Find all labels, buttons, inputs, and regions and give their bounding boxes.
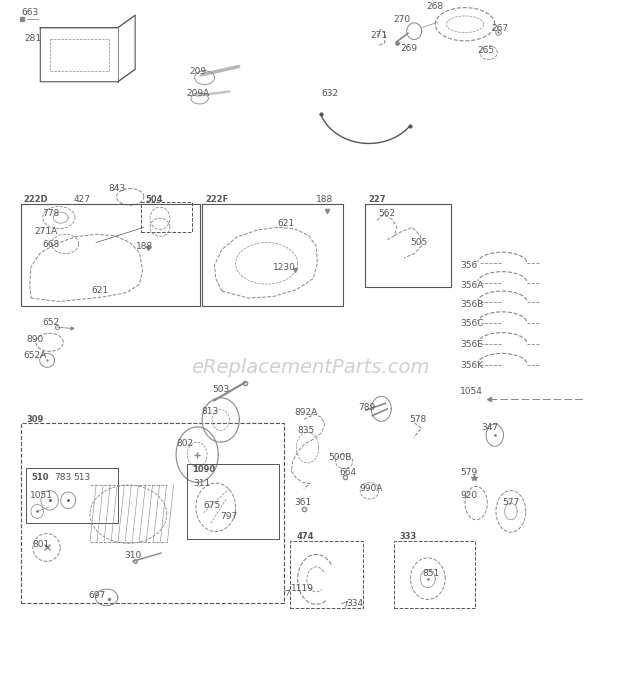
Text: 652: 652 bbox=[42, 318, 60, 327]
Text: 309: 309 bbox=[26, 415, 43, 424]
Text: 578: 578 bbox=[409, 415, 427, 424]
Text: 562: 562 bbox=[378, 209, 396, 218]
Text: 577: 577 bbox=[502, 498, 520, 507]
Text: 579: 579 bbox=[460, 468, 477, 477]
Text: 632: 632 bbox=[321, 89, 339, 98]
Text: 227: 227 bbox=[368, 195, 386, 204]
Text: 892A: 892A bbox=[294, 408, 317, 417]
Text: 334: 334 bbox=[346, 599, 363, 608]
Text: 427: 427 bbox=[73, 195, 90, 204]
Text: 271A: 271A bbox=[34, 227, 57, 236]
Text: 209: 209 bbox=[189, 67, 206, 76]
Text: 504: 504 bbox=[146, 195, 163, 204]
Text: 311: 311 bbox=[193, 479, 211, 488]
Text: 890: 890 bbox=[26, 335, 43, 344]
Text: 271: 271 bbox=[371, 31, 388, 40]
Text: 668: 668 bbox=[42, 240, 60, 249]
Text: 851: 851 bbox=[423, 569, 440, 578]
Text: 663: 663 bbox=[22, 8, 39, 17]
Text: 835: 835 bbox=[298, 426, 315, 435]
Text: 802: 802 bbox=[177, 439, 194, 448]
Text: 188: 188 bbox=[316, 195, 334, 204]
Text: 503: 503 bbox=[212, 385, 229, 394]
Text: 843: 843 bbox=[108, 184, 126, 193]
Text: 1230: 1230 bbox=[273, 263, 296, 272]
Text: eReplacementParts.com: eReplacementParts.com bbox=[191, 358, 429, 377]
Text: 778: 778 bbox=[42, 209, 60, 218]
Text: 1051: 1051 bbox=[30, 491, 53, 500]
Text: 474: 474 bbox=[296, 532, 314, 541]
Text: 356B: 356B bbox=[460, 300, 484, 309]
Text: 265: 265 bbox=[477, 46, 495, 55]
Text: 664: 664 bbox=[340, 468, 357, 477]
Text: 270: 270 bbox=[394, 15, 411, 24]
Text: 356A: 356A bbox=[460, 281, 484, 290]
Text: 269: 269 bbox=[400, 44, 417, 53]
Text: 361: 361 bbox=[294, 498, 311, 507]
Text: 356E: 356E bbox=[460, 340, 483, 349]
Text: 500B: 500B bbox=[329, 453, 352, 462]
Text: 1119: 1119 bbox=[291, 584, 314, 593]
Text: 920: 920 bbox=[460, 491, 477, 500]
Text: 697: 697 bbox=[88, 591, 105, 600]
Text: 188: 188 bbox=[136, 242, 154, 251]
Text: 356: 356 bbox=[460, 261, 477, 270]
Text: 801: 801 bbox=[32, 540, 50, 549]
Text: 813: 813 bbox=[202, 407, 219, 416]
Text: 510: 510 bbox=[31, 473, 48, 482]
Text: 209A: 209A bbox=[186, 89, 210, 98]
Text: 621: 621 bbox=[92, 286, 109, 295]
Text: 347: 347 bbox=[481, 423, 498, 432]
Text: 222D: 222D bbox=[24, 195, 48, 204]
Text: 333: 333 bbox=[399, 532, 417, 541]
Text: 652A: 652A bbox=[24, 351, 47, 360]
Text: 267: 267 bbox=[491, 24, 508, 33]
Text: 281: 281 bbox=[25, 34, 42, 43]
Text: 1054: 1054 bbox=[460, 387, 483, 396]
Text: 505: 505 bbox=[410, 238, 428, 247]
Text: 783: 783 bbox=[55, 473, 72, 482]
Text: 675: 675 bbox=[203, 501, 221, 510]
Text: 310: 310 bbox=[124, 551, 141, 560]
Text: 797: 797 bbox=[220, 512, 237, 521]
Text: 990A: 990A bbox=[360, 484, 383, 493]
Text: 621: 621 bbox=[278, 219, 295, 228]
Text: 222F: 222F bbox=[206, 195, 229, 204]
Text: 356C: 356C bbox=[460, 319, 484, 328]
Text: 268: 268 bbox=[427, 2, 444, 11]
Text: 789: 789 bbox=[358, 403, 376, 412]
Text: 513: 513 bbox=[73, 473, 91, 482]
Text: 1090: 1090 bbox=[192, 465, 215, 474]
Text: 356K: 356K bbox=[460, 361, 483, 370]
